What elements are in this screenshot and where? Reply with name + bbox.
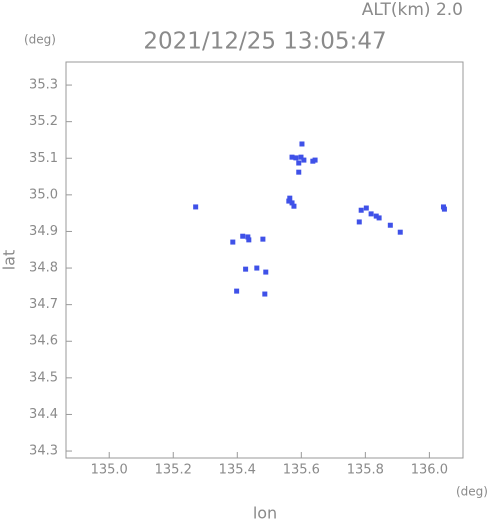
echo-point bbox=[240, 233, 246, 239]
echo-point bbox=[287, 195, 293, 201]
echo-point bbox=[441, 206, 447, 212]
x-tick-label: 135.0 bbox=[91, 463, 128, 478]
echo-point bbox=[298, 154, 304, 160]
echo-point bbox=[356, 219, 362, 225]
echo-point bbox=[296, 160, 302, 166]
chart-subtitle: ALT(km) 2.0 bbox=[362, 0, 463, 20]
echo-point bbox=[397, 229, 403, 235]
echo-point bbox=[234, 288, 240, 294]
chart-title: 2021/12/25 13:05:47 bbox=[143, 29, 386, 55]
echo-point bbox=[363, 205, 369, 211]
echo-point bbox=[310, 158, 316, 164]
echo-point bbox=[373, 213, 379, 219]
x-tick-label: 135.4 bbox=[219, 463, 256, 478]
echo-point bbox=[368, 211, 374, 217]
y-tick-label: 34.3 bbox=[29, 444, 58, 459]
y-tick-label: 34.9 bbox=[29, 224, 58, 239]
echo-point bbox=[230, 239, 236, 245]
y-tick-label: 35.2 bbox=[29, 114, 58, 129]
y-tick-label: 35.1 bbox=[29, 151, 58, 166]
y-tick-label: 35.0 bbox=[29, 187, 58, 202]
y-tick-label: 34.5 bbox=[29, 370, 58, 385]
y-tick-label: 34.8 bbox=[29, 261, 58, 276]
echo-point bbox=[289, 154, 295, 160]
echo-point bbox=[262, 291, 268, 297]
echo-point bbox=[293, 155, 299, 161]
y-tick-label: 35.3 bbox=[29, 78, 58, 93]
x-axis-label: lon bbox=[253, 504, 277, 522]
y-tick-label: 34.4 bbox=[29, 407, 58, 422]
x-tick-label: 136.0 bbox=[411, 463, 448, 478]
echo-point bbox=[387, 222, 393, 228]
echo-point bbox=[260, 236, 266, 242]
echo-point bbox=[286, 198, 292, 204]
x-tick-label: 135.2 bbox=[155, 463, 192, 478]
x-tick-label: 135.8 bbox=[347, 463, 384, 478]
y-tick-label: 34.7 bbox=[29, 297, 58, 312]
y-unit: (deg) bbox=[24, 33, 56, 47]
echo-point bbox=[296, 169, 302, 175]
x-unit: (deg) bbox=[456, 485, 488, 499]
echo-point bbox=[263, 269, 269, 275]
echo-point bbox=[301, 157, 307, 163]
y-axis-label: lat bbox=[0, 250, 19, 271]
y-tick-label: 34.6 bbox=[29, 334, 58, 349]
echo-point bbox=[376, 215, 382, 221]
echo-point bbox=[289, 200, 295, 206]
echo-point bbox=[299, 141, 305, 147]
echo-point bbox=[246, 237, 252, 243]
x-tick-label: 135.6 bbox=[283, 463, 320, 478]
echo-point bbox=[243, 266, 249, 272]
echo-point bbox=[245, 234, 251, 240]
echo-point bbox=[254, 265, 260, 271]
plot-frame bbox=[65, 61, 464, 459]
echo-point bbox=[291, 203, 297, 209]
echo-point bbox=[358, 207, 364, 213]
echo-point bbox=[193, 204, 199, 210]
